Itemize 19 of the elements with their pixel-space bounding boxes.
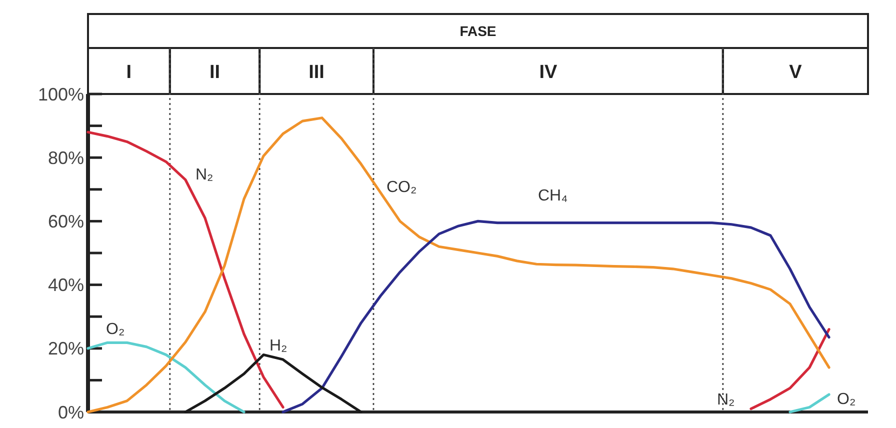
category-label: V [789, 62, 802, 83]
category-label: I [126, 62, 132, 83]
category-label: IV [539, 62, 558, 83]
series-label: O₂ [106, 321, 125, 338]
y-tick-label: 80% [48, 148, 84, 168]
y-tick-label: 60% [48, 212, 84, 232]
y-tick-label: 0% [58, 402, 84, 422]
text: O₂ [837, 391, 856, 408]
series-label: CO₂ [386, 179, 417, 196]
text: N₂ [717, 391, 735, 408]
series-label: N₂ [196, 166, 214, 184]
category-label: III [308, 62, 324, 83]
text: FASE [460, 23, 496, 39]
category-label: II [209, 62, 220, 83]
y-tick-label: 40% [48, 275, 84, 296]
series-label: CH₄ [538, 187, 568, 204]
y-tick-label: 100% [38, 84, 84, 104]
y-tick-label: 20% [48, 338, 84, 359]
series-label: H₂ [270, 337, 288, 354]
